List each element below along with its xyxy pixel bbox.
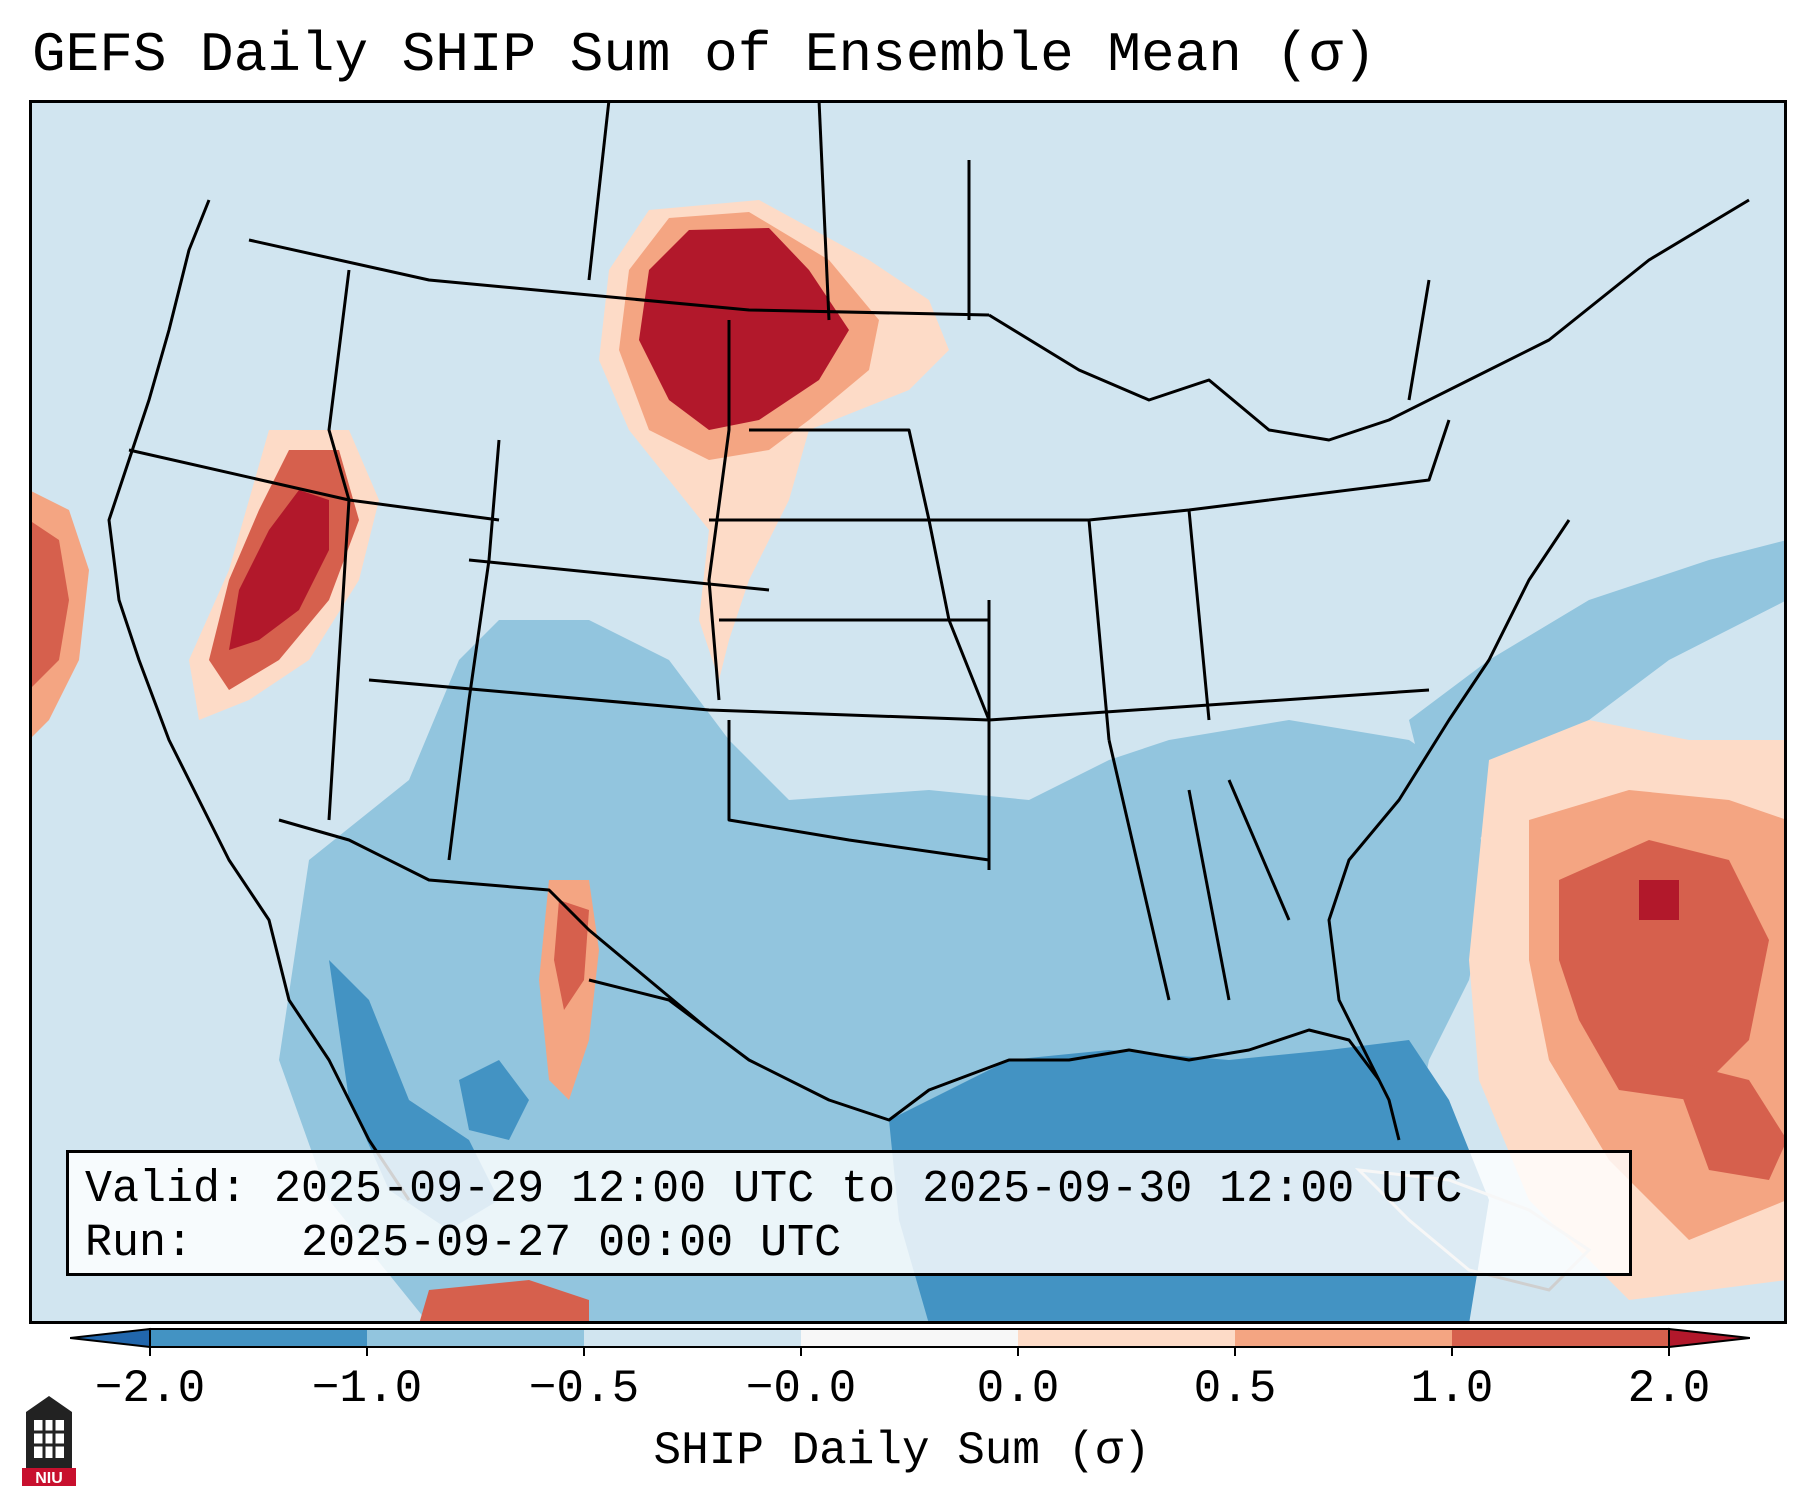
- state-line-22: [587, 100, 611, 281]
- sierra-madre-min: [459, 1060, 529, 1140]
- valid-info-box: Valid: 2025-09-29 12:00 UTC to 2025-09-3…: [66, 1150, 1632, 1276]
- southern-border-red: [419, 1280, 589, 1324]
- colorbar-tick-label: −0.0: [745, 1363, 857, 1415]
- colorbar-tick-label: −2.0: [94, 1363, 206, 1415]
- colorbar-bin-7: [1452, 1329, 1669, 1347]
- map-panel: [29, 100, 1787, 1324]
- state-line-18: [1268, 419, 1451, 502]
- logo-window: [34, 1420, 64, 1458]
- logo-grid: [34, 1420, 64, 1458]
- niu-logo: NIU: [22, 1396, 76, 1487]
- mexico-border: [278, 818, 710, 1032]
- colorbar-bin-1: [150, 1329, 367, 1347]
- gulf-coast: [588, 978, 1381, 1122]
- western-atlantic-max: [1559, 840, 1769, 1100]
- colorbar-tick-label: −1.0: [311, 1363, 423, 1415]
- state-line-14: [1187, 509, 1211, 721]
- pacific-max: [29, 520, 69, 690]
- state-line-2: [327, 269, 351, 821]
- caribbean-max: [1669, 1060, 1787, 1180]
- state-line-6: [707, 320, 731, 701]
- colorbar-bin-3: [584, 1329, 801, 1347]
- boundaries: [107, 100, 1750, 1201]
- coastline-west: [107, 199, 411, 1201]
- colorbar-extend-low: [70, 1327, 151, 1349]
- us-canada-border: [248, 238, 990, 317]
- state-line-16: [1187, 789, 1231, 1001]
- valid-label: Valid:: [85, 1164, 248, 1215]
- colorbar-tick-label: 0.5: [1193, 1363, 1277, 1415]
- colorbar-ticks: [149, 1347, 1670, 1356]
- colorbar-tick-label: 1.0: [1410, 1363, 1494, 1415]
- logo-banner: [22, 1468, 76, 1486]
- colorbar-bin-5: [1018, 1329, 1235, 1347]
- state-line-17: [1227, 779, 1291, 921]
- run-value: 2025-09-27 00:00 UTC: [301, 1218, 842, 1269]
- map-frame: [29, 100, 1787, 1324]
- colorbar: [70, 1327, 1750, 1356]
- state-line-13: [1087, 519, 1111, 741]
- colorbar-frame: [149, 1328, 1670, 1348]
- state-line-15: [1107, 739, 1171, 1001]
- run-label: Run:: [85, 1218, 194, 1269]
- logo-text: NIU: [35, 1470, 63, 1487]
- state-line-19: [1407, 279, 1431, 401]
- great-lakes-outline: [988, 198, 1750, 442]
- colorbar-label: SHIP Daily Sum (σ): [653, 1425, 1151, 1477]
- state-line-3: [447, 439, 501, 861]
- colorbar-bin-4: [801, 1329, 1018, 1347]
- western-atlantic-core: [1639, 880, 1679, 920]
- colorbar-tick-label: 0.0: [976, 1363, 1060, 1415]
- page-title: GEFS Daily SHIP Sum of Ensemble Mean (σ): [32, 23, 1377, 87]
- state-line-12: [929, 498, 1270, 522]
- nevada-max: [229, 490, 329, 650]
- colorbar-tick-label: −0.5: [528, 1363, 640, 1415]
- state-line-10: [727, 720, 990, 862]
- northern-plains-max: [639, 228, 849, 430]
- new-mexico-core: [554, 900, 589, 1010]
- colorbar-bin-6: [1235, 1329, 1452, 1347]
- state-line-21: [817, 100, 831, 321]
- state-line-5: [468, 558, 770, 592]
- colorbar-tick-label: 2.0: [1627, 1363, 1711, 1415]
- colorbar-extend-high: [1668, 1327, 1750, 1349]
- colorbar-bin-2: [367, 1329, 584, 1347]
- valid-value: 2025-09-29 12:00 UTC to 2025-09-30 12:00…: [274, 1164, 1463, 1215]
